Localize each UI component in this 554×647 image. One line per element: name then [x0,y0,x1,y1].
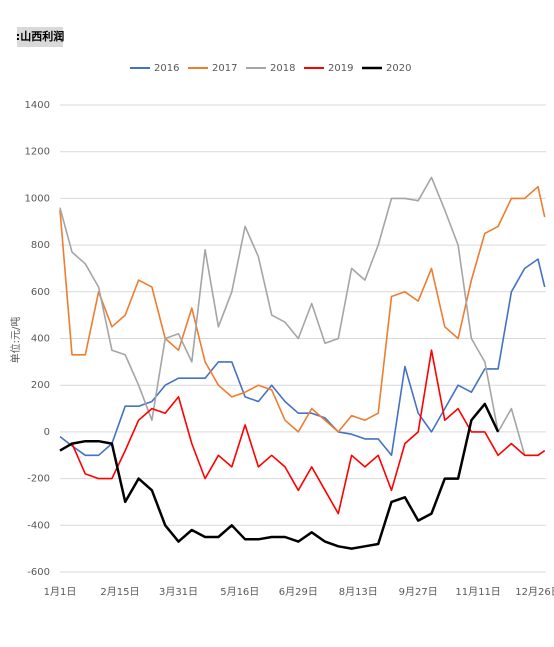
y-tick-label: -400 [27,520,50,531]
y-tick-label: 400 [31,334,50,345]
legend-label: 2016 [154,63,179,74]
x-tick-label: 8月13日 [339,586,378,598]
y-tick-label: 800 [31,240,50,251]
y-tick-label: 600 [31,287,50,298]
series-line [59,185,546,433]
y-tick-label: 1000 [25,193,50,204]
title-box [17,27,63,47]
x-tick-label: 5月16日 [220,586,259,598]
y-tick-label: 1200 [25,147,50,158]
y-tick-label: -200 [27,474,50,485]
y-tick-label: 200 [31,380,50,391]
x-tick-label: 1月1日 [44,586,77,598]
series-line [59,402,500,550]
x-tick-label: 2月15日 [100,586,139,598]
y-tick-label: 1400 [25,100,50,111]
x-tick-label: 6月29日 [279,586,318,598]
x-tick-label: 11月11日 [455,586,500,598]
legend-label: 2018 [270,63,295,74]
legend-label: 2017 [212,63,237,74]
series-line [59,176,546,457]
legend-label: 2020 [386,63,411,74]
x-tick-label: 12月26日 [515,586,554,598]
series-line [59,258,546,457]
y-axis-label: 单位:元/吨 [9,317,22,364]
y-tick-label: -600 [27,567,50,578]
x-tick-label: 3月31日 [159,586,198,598]
legend-label: 2019 [328,63,353,74]
x-tick-label: 9月27日 [399,586,438,598]
y-tick-label: 0 [44,427,50,438]
chart-title: :山西利润 [16,29,64,43]
